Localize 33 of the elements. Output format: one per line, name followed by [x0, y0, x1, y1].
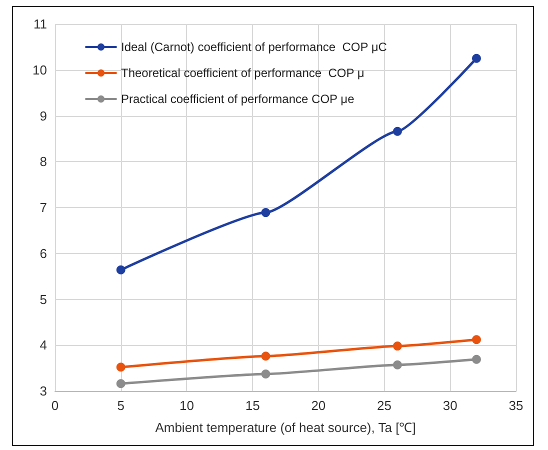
x-axis-title: Ambient temperature (of heat source), Ta [℃] [155, 420, 416, 435]
point [116, 379, 126, 388]
x-tick-label: 25 [377, 398, 392, 413]
legend-label: Ideal (Carnot) coefficient of performance COP μC [121, 40, 388, 54]
point [261, 370, 270, 379]
point [472, 335, 481, 344]
point [116, 362, 126, 372]
point [472, 54, 481, 63]
y-tick-label: 10 [32, 62, 47, 78]
point [392, 342, 402, 351]
x-tick-label: 15 [245, 398, 260, 413]
point [392, 360, 402, 370]
point [392, 126, 402, 136]
point [116, 265, 126, 274]
y-tick-label: 8 [40, 154, 47, 170]
x-tick-label: 20 [311, 398, 326, 413]
point [472, 354, 481, 364]
x-tick-label: 35 [508, 398, 524, 413]
y-tick-label: 4 [40, 338, 47, 353]
y-tick-label: 9 [40, 108, 47, 124]
x-tick-label: 5 [117, 398, 124, 413]
legend-label: Theoretical coefficient of performance COP μ [121, 66, 364, 80]
y-tick-label: 11 [34, 16, 47, 32]
y-tick-label: 6 [40, 246, 47, 261]
y-tick-label: 5 [40, 292, 47, 307]
y-tick-label: 3 [40, 384, 47, 398]
point [261, 208, 270, 218]
y-tick-label: 7 [40, 200, 47, 215]
legend-label: Practical coefficient of performance COP μe [121, 92, 355, 106]
x-tick-label: 10 [179, 398, 194, 413]
point [261, 352, 270, 361]
x-tick-label: 30 [442, 398, 458, 413]
x-tick-label: 0 [51, 398, 59, 413]
